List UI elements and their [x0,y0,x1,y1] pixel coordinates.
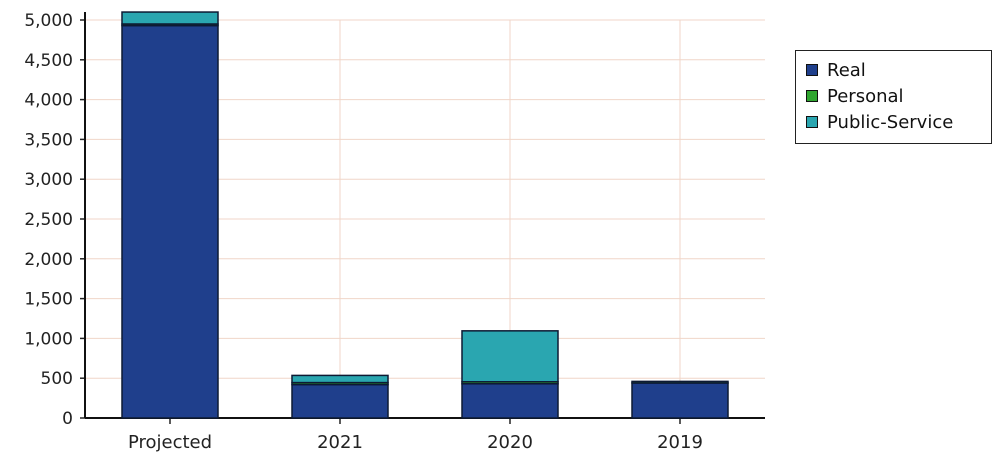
y-tick-label: 5,000 [24,11,73,31]
bars [121,11,729,419]
bar-segment-real [121,24,219,419]
x-tick-label: 2019 [657,432,703,453]
y-tick-label: 1,500 [24,290,73,310]
legend-label-public-service: Public-Service [827,111,954,133]
legend-item-personal: Personal [806,83,991,109]
legend-item-real: Real [806,57,991,83]
bar-segment-real [461,383,559,419]
bar-segment-real [291,383,389,419]
x-tick-label: 2020 [487,432,533,453]
y-tick-label: 3,000 [24,170,73,190]
legend-swatch-real [806,64,818,76]
y-tick-label: 2,500 [24,210,73,230]
x-tick-label: 2021 [317,432,363,453]
tick-labels: 0 500 1,000 1,500 2,000 2,500 3,000 3,500 4,000 4… [24,11,703,453]
y-tick-label: 500 [41,369,73,389]
x-tick-label: Projected [128,432,212,453]
y-tick-label: 3,500 [24,130,73,150]
y-tick-label: 4,500 [24,51,73,71]
bar-segment-real [631,382,729,419]
legend-swatch-public-service [806,116,818,128]
legend-label-personal: Personal [827,85,904,107]
legend: Real Personal Public-Service [795,50,992,144]
legend-item-public-service: Public-Service [806,109,991,135]
y-tick-label: 2,000 [24,250,73,270]
bar-segment-personal [631,380,729,384]
legend-label-real: Real [827,59,866,81]
y-tick-label: 4,000 [24,91,73,111]
y-tick-label: 1,000 [24,329,73,349]
y-tick-label: 0 [62,409,73,429]
bar-segment-public-service [461,330,559,383]
bar-segment-public-service [291,374,389,384]
legend-swatch-personal [806,90,818,102]
bar-segment-public-service [121,11,219,25]
